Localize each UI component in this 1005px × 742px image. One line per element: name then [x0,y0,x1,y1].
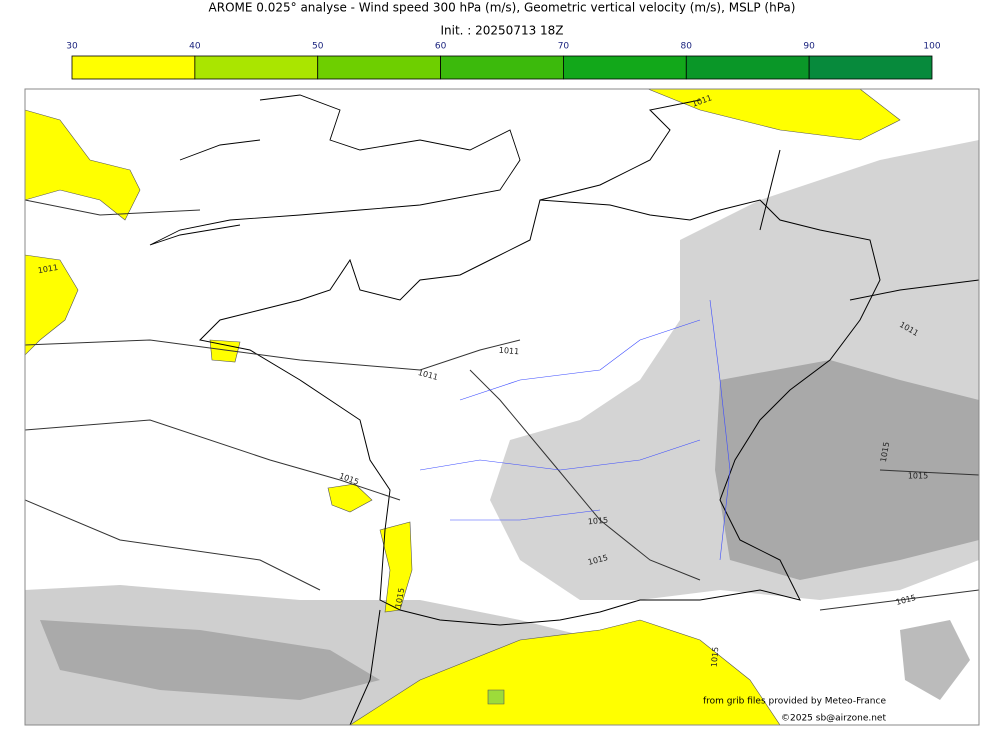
colorbar-tick-label: 50 [312,42,324,52]
coastline [149,94,521,246]
colorbar-segment [563,55,687,80]
colorbar-segment [440,55,564,80]
shaded-area [40,620,380,700]
rivers [419,299,731,561]
colorbar-segment [71,55,196,80]
contour-label: 1015 [587,516,608,527]
colorbar-segment [808,55,933,80]
border [759,149,979,301]
contour-label: 1015 [394,587,406,609]
colorbar-tick-label: 90 [803,42,815,52]
coastline [198,99,881,626]
colorbar-segment [685,55,810,80]
subtitle: Init. : 20250713 18Z [440,24,563,38]
copyright: ©2025 sb@airzone.net [781,714,886,724]
isobar [25,199,979,611]
coastline [179,139,261,161]
title: AROME 0.025° analyse - Wind speed 300 hP… [209,1,796,15]
contour-label: 1015 [879,441,891,463]
shaded-area [715,360,979,580]
contour-label: 1015 [710,646,721,667]
wind-area [209,339,241,363]
contour-label: 1015 [908,472,928,481]
wind-area [25,254,79,356]
colorbar-tick-label: 30 [66,42,78,52]
colorbar-tick-label: 80 [681,42,693,52]
colorbar-tick-label: 100 [923,42,940,52]
map-frame [24,88,980,726]
wind-area [349,619,781,725]
coastline [349,609,381,725]
colorbar: 30 40 50 60 70 80 90 100 [66,42,941,80]
colorbar-tick-label: 40 [189,42,201,52]
wind-area [647,89,901,141]
wind-area [327,483,373,513]
contour-label: 1011 [37,263,59,275]
wind-area [25,109,141,221]
colorbar-segment [317,55,441,80]
map: 1011101110111011101110151015101510151015… [24,88,980,726]
wind-area [487,689,505,705]
source-credit: from grib files provided by Meteo-France [703,697,886,707]
colorbar-tick-label: 70 [558,42,570,52]
shaded-area [900,620,970,700]
colorbar-segment [194,55,319,80]
contour-label: 1011 [498,346,519,357]
colorbar-tick-label: 60 [435,42,447,52]
